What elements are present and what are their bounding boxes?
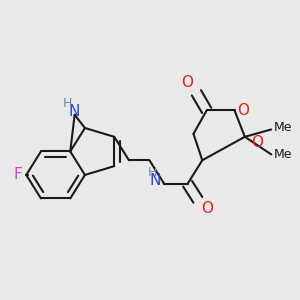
Text: O: O	[251, 135, 263, 150]
Text: F: F	[13, 167, 22, 182]
Text: N: N	[69, 104, 80, 119]
Text: O: O	[238, 103, 250, 118]
Text: H: H	[148, 166, 157, 178]
Text: O: O	[201, 201, 213, 216]
Text: O: O	[182, 75, 194, 90]
Text: H: H	[63, 97, 72, 110]
Text: Me: Me	[274, 148, 293, 161]
Text: Me: Me	[274, 122, 293, 134]
Text: N: N	[150, 173, 161, 188]
